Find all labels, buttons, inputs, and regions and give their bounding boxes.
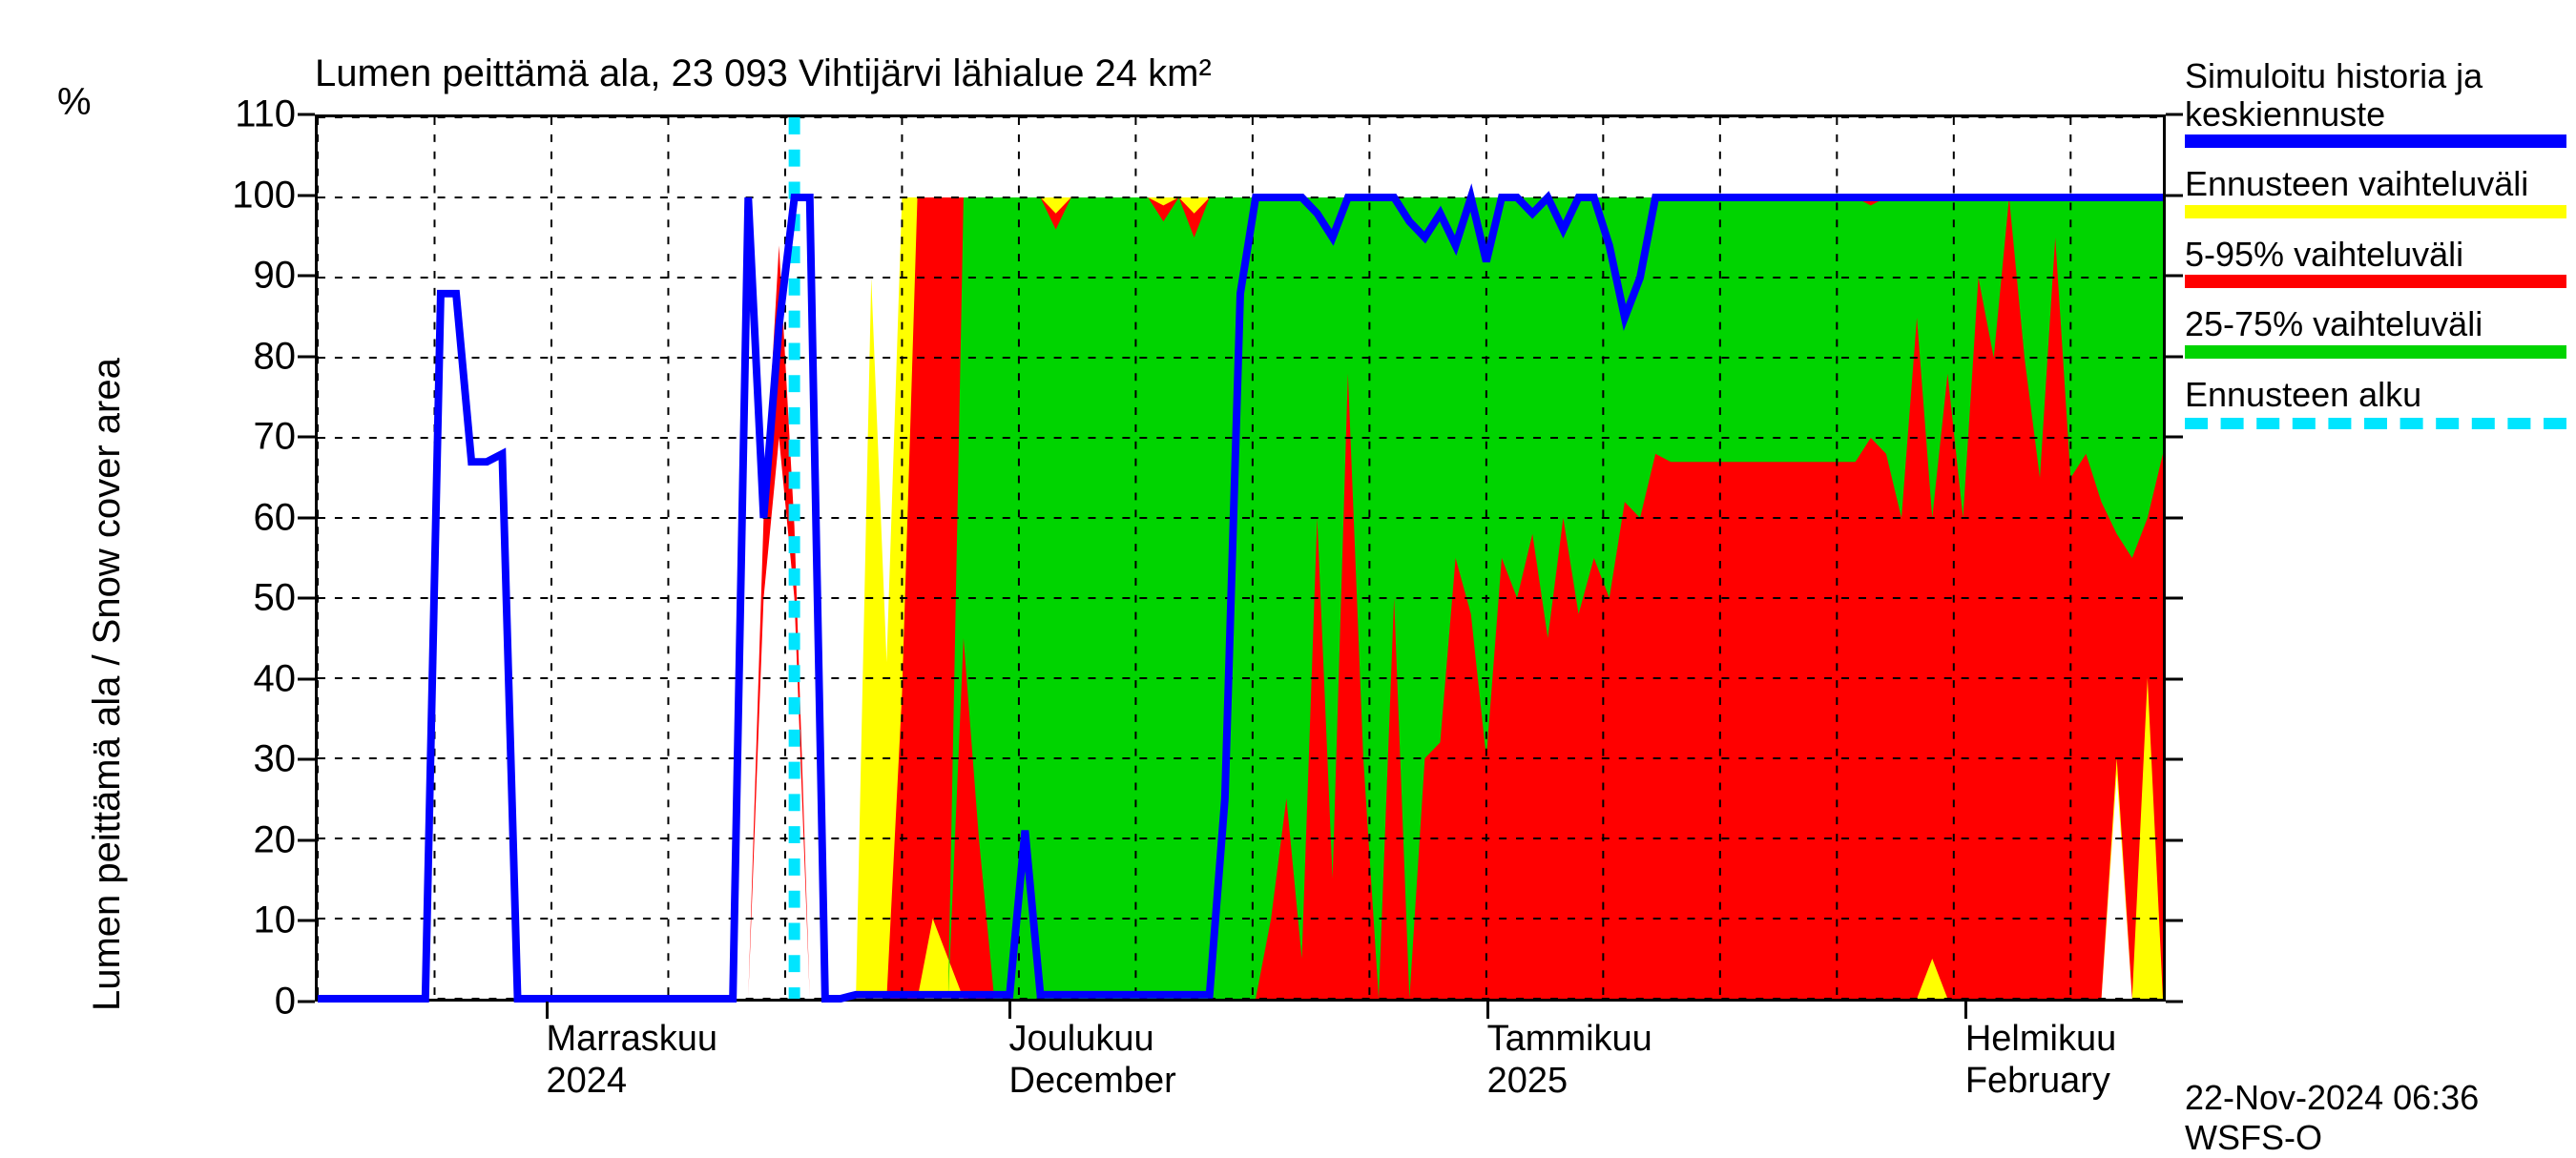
ytick-mark [298,838,315,841]
chart-container: Lumen peittämä ala, 23 093 Vihtijärvi lä… [0,0,2576,1145]
timestamp: 22-Nov-2024 06:36 WSFS-O [2185,1078,2576,1158]
xtick-label: JoulukuuDecember [1009,1019,1176,1102]
ytick-mark [298,516,315,519]
y-axis-label: Lumen peittämä ala / Snow cover area [86,358,129,1011]
ytick-label: 50 [210,577,296,620]
ytick-mark-right [2166,1001,2183,1003]
ytick-mark-right [2166,355,2183,358]
ytick-label: 70 [210,416,296,459]
xtick-mark [546,1002,549,1019]
ytick-label: 90 [210,255,296,298]
ytick-mark [298,275,315,278]
ytick-mark [298,1001,315,1003]
legend-sample [2185,345,2566,359]
legend-item: Ennusteen alku [2185,376,2566,414]
plot-svg [318,117,2163,999]
ytick-mark [298,920,315,922]
ytick-mark [298,355,315,358]
ytick-mark-right [2166,597,2183,600]
legend-sample [2185,205,2566,218]
ytick-label: 110 [210,93,296,136]
xtick-label: Tammikuu2025 [1487,1019,1652,1102]
legend-item: 5-95% vaihteluväli [2185,236,2566,274]
xtick-mark [1008,1002,1011,1019]
ytick-mark-right [2166,677,2183,680]
ytick-label: 30 [210,738,296,781]
legend-sample [2185,275,2566,288]
ytick-mark [298,677,315,680]
ytick-mark-right [2166,920,2183,922]
ytick-label: 40 [210,657,296,700]
legend-sample [2185,418,2566,429]
ytick-mark-right [2166,194,2183,196]
ytick-mark-right [2166,436,2183,439]
ytick-mark [298,597,315,600]
legend-item: 25-75% vaihteluväli [2185,305,2566,343]
ytick-label: 100 [210,174,296,217]
legend-sample [2185,134,2566,148]
legend: Simuloitu historia jakeskiennuste Ennuste… [2185,57,2566,446]
ytick-label: 0 [210,981,296,1024]
y-unit-label: % [57,81,92,124]
ytick-mark [298,758,315,761]
xtick-mark [1964,1002,1967,1019]
ytick-label: 60 [210,496,296,539]
xtick-label: Marraskuu2024 [547,1019,718,1102]
ytick-mark-right [2166,275,2183,278]
ytick-mark [298,194,315,196]
ytick-mark-right [2166,114,2183,116]
ytick-mark [298,114,315,116]
legend-item: Simuloitu historia jakeskiennuste [2185,57,2566,133]
ytick-mark-right [2166,838,2183,841]
ytick-mark-right [2166,758,2183,761]
ytick-label: 80 [210,335,296,378]
ytick-mark [298,436,315,439]
chart-title: Lumen peittämä ala, 23 093 Vihtijärvi lä… [315,52,1212,95]
xtick-mark [1486,1002,1489,1019]
legend-item: Ennusteen vaihteluväli [2185,165,2566,203]
ytick-label: 20 [210,818,296,861]
xtick-label: HelmikuuFebruary [1965,1019,2116,1102]
ytick-label: 10 [210,900,296,942]
plot-area [315,114,2166,1002]
ytick-mark-right [2166,516,2183,519]
